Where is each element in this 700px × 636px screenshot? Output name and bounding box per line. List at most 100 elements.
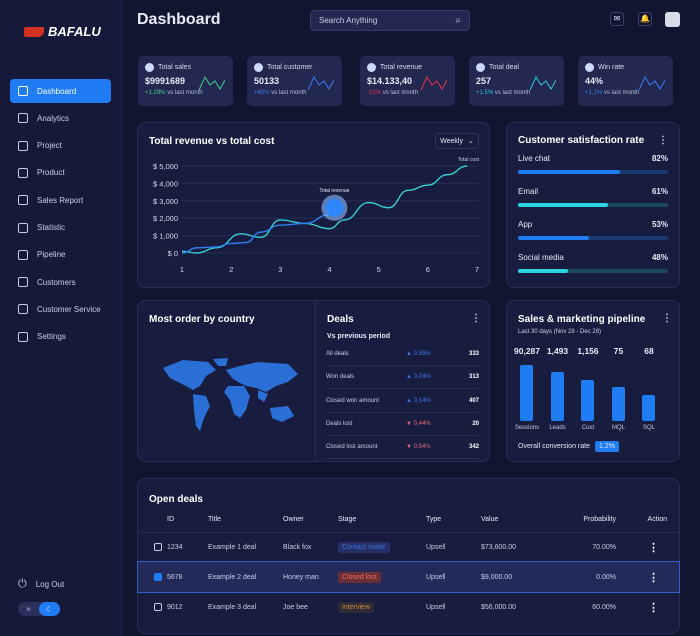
sidebar-item-pipeline[interactable]: Pipeline [10, 243, 111, 267]
column-header[interactable]: Type [426, 516, 442, 524]
pipeline-bar[interactable] [581, 380, 594, 421]
sidebar-item-statistic[interactable]: Statistic [10, 216, 111, 240]
y-tick-label: $ 5,000 [153, 162, 178, 171]
column-header[interactable]: ID [167, 516, 174, 524]
row-checkbox[interactable] [154, 543, 162, 551]
home-icon [18, 86, 28, 96]
satisfaction-item: Social media 48% [518, 253, 668, 273]
row-checkbox[interactable] [154, 603, 162, 612]
sparkline [308, 75, 334, 91]
logout-icon: ⏻ [18, 577, 27, 590]
pipeline-bar[interactable] [642, 395, 655, 421]
sidebar-item-settings[interactable]: Settings [10, 325, 111, 349]
arrow-up-icon: ▲ [406, 374, 412, 381]
world-map [163, 358, 298, 431]
column-header[interactable]: Action [647, 516, 667, 524]
satisfaction-item: Email 61% [518, 187, 668, 207]
divider [315, 301, 316, 461]
service-icon [18, 304, 28, 315]
stat-icon [367, 63, 376, 72]
more-icon[interactable]: ⋮ [471, 313, 481, 324]
deals-subtitle: Vs previous period [327, 333, 391, 340]
logo[interactable]: BAFALU [24, 24, 101, 39]
deal-value: $56,000.00 [481, 591, 551, 622]
more-icon[interactable]: ⋮ [662, 313, 672, 324]
pipeline-title: Sales & marketing pipeline [518, 314, 646, 325]
open-deals-title: Open deals [149, 494, 203, 505]
column-header[interactable]: Value [481, 516, 499, 524]
satisfaction-item: App 53% [518, 220, 668, 240]
satisfaction-card: Customer satisfaction rate ⋮ Live chat 82%… [506, 122, 680, 288]
deals-row: Won deals ▲ 0.24% 313 [326, 366, 479, 390]
pipeline-bar[interactable] [550, 372, 564, 421]
more-icon[interactable]: ⋮ [616, 561, 679, 592]
stat-card: Total deal 257 +1.5% vs last month [469, 56, 564, 106]
pipeline-card: Sales & marketing pipeline ⋮ Last 30 day… [506, 300, 680, 462]
table-row[interactable]: 9012 Example 3 deal Joe bee Interview Up… [138, 591, 679, 622]
avatar[interactable] [665, 12, 680, 27]
period-select[interactable]: Weekly ⌄ [435, 133, 479, 149]
more-icon[interactable]: ⋮ [616, 591, 679, 622]
deals-row: All deals ▲ 0.35% 333 [326, 343, 479, 366]
mail-icon[interactable]: ✉ [610, 12, 624, 26]
arrow-down-icon: ▼ [406, 444, 412, 451]
row-checkbox[interactable] [154, 573, 162, 581]
table-row[interactable]: 1234 Example 1 deal Black fox Contact ma… [138, 531, 679, 562]
pipeline-bar[interactable] [611, 387, 625, 421]
column-header[interactable]: Probability [583, 516, 616, 524]
deal-type: Upsell [426, 531, 481, 562]
open-deals-table: ID Title Owner Stage Type Value Probability Act… [137, 508, 680, 622]
sidebar-item-product[interactable]: Product [10, 161, 111, 185]
stage-value: 90,287 [514, 346, 540, 356]
deal-owner: Joe bee [283, 591, 338, 622]
pipeline-subtitle: Last 30 days (Nov 28 - Dec 28) [518, 329, 602, 335]
column-header[interactable]: Owner [283, 516, 304, 524]
x-tick-label: 3 [278, 265, 282, 274]
highlight-point-inner [325, 198, 344, 217]
search-icon: ⌕ [455, 15, 461, 26]
stat-icon [476, 63, 485, 72]
pipeline-bar[interactable] [520, 365, 533, 421]
sparkline [199, 75, 225, 91]
logout-button[interactable]: ⏻ Log Out [18, 577, 65, 590]
sidebar-item-analytics[interactable]: Analytics [10, 106, 111, 130]
y-tick-label: $ 3,000 [153, 197, 178, 206]
sun-icon[interactable]: ☀ [24, 604, 33, 614]
progress-bar [518, 269, 668, 273]
column-header[interactable]: Title [208, 516, 221, 524]
deal-probability: 0.00% [551, 561, 616, 592]
stat-card: Total sales $9991689 +1.29% vs last mont… [138, 56, 233, 106]
moon-icon[interactable]: ☾ [39, 602, 60, 616]
settings-icon [18, 331, 28, 342]
revenue-chart: $ 0 $ 1,000 $ 2,000 $ 3,000 $ 4,000 $ 5,000 1 2… [153, 157, 480, 274]
stage-value: 1,493 [546, 346, 569, 356]
stage-value: 68 [644, 346, 654, 356]
y-tick-label: $ 0 [168, 249, 178, 258]
sidebar-item-sales-report[interactable]: Sales Report [10, 188, 111, 212]
theme-toggle[interactable]: ☀ ☾ [18, 602, 60, 616]
stage-value: 1,156 [577, 346, 599, 356]
x-tick-label: 6 [426, 265, 430, 274]
search-input[interactable]: Search Anything ⌕ [310, 10, 470, 31]
statistic-icon [18, 222, 28, 233]
x-tick-label: 5 [377, 265, 381, 274]
sidebar-item-dashboard[interactable]: Dashboard [10, 79, 111, 103]
x-tick-label: 4 [327, 265, 331, 274]
table-row[interactable]: 5678 Example 2 deal Honey man Closed los… [137, 561, 680, 593]
sidebar-item-project[interactable]: Project [10, 134, 111, 158]
stage-label: SQL [642, 425, 655, 431]
more-icon[interactable]: ⋮ [658, 135, 668, 146]
progress-fill [518, 203, 608, 207]
deal-type: Upsell [426, 561, 481, 592]
sidebar-item-customers[interactable]: Customers [10, 270, 111, 294]
y-tick-label: $ 1,000 [153, 232, 178, 241]
deals-row: Closed lost amount ▼ 0.54% 342 [326, 436, 479, 460]
arrow-up-icon: ▲ [406, 397, 412, 404]
column-header[interactable]: Stage [338, 516, 357, 524]
progress-bar [518, 170, 668, 174]
more-icon[interactable]: ⋮ [616, 531, 679, 562]
deal-title: Example 2 deal [208, 561, 283, 592]
sidebar-item-customer-service[interactable]: Customer Service [10, 297, 111, 321]
stage-badge: Contact made [338, 541, 390, 553]
bell-icon[interactable]: 🔔 [638, 12, 652, 26]
